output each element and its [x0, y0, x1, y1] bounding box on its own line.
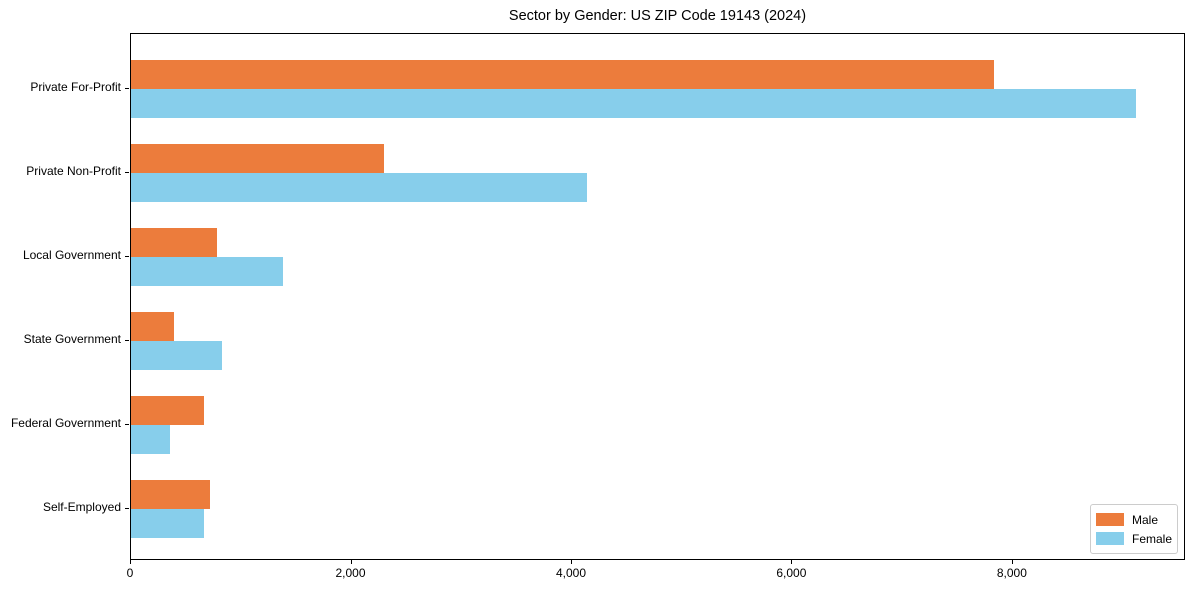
- y-tick-mark: [125, 171, 129, 173]
- x-tick-label: 6,000: [776, 566, 807, 580]
- y-tick-label: Self-Employed: [42, 500, 121, 514]
- legend-label-female: Female: [1132, 531, 1173, 546]
- x-tick-mark: [791, 560, 793, 564]
- bar-female-6: [131, 509, 204, 538]
- x-tick-mark: [350, 560, 352, 564]
- bar-female-1: [131, 88, 1136, 118]
- plot-area: [130, 33, 1185, 560]
- bar-male-1: [131, 59, 995, 89]
- bar-female-3: [131, 256, 284, 286]
- bar-female-4: [131, 340, 222, 370]
- y-tick-label: Private Non-Profit: [26, 163, 121, 178]
- x-tick-mark: [1011, 560, 1013, 564]
- y-tick-mark: [125, 423, 129, 425]
- y-tick-mark: [125, 339, 129, 341]
- x-tick-mark: [571, 560, 572, 564]
- x-tick-label: 4,000: [555, 566, 587, 580]
- y-tick-mark: [125, 87, 129, 89]
- chart-title: Sector by Gender: US ZIP Code 19143 (202…: [508, 8, 807, 24]
- bar-male-3: [131, 227, 217, 257]
- y-tick-mark: [125, 508, 129, 509]
- y-tick-mark: [125, 255, 129, 257]
- y-tick-label: State Government: [23, 331, 121, 346]
- female-swatch: [1096, 532, 1124, 545]
- male-swatch: [1096, 513, 1124, 526]
- x-tick-label: 2,000: [335, 566, 366, 580]
- y-tick-label: Private For-Profit: [30, 79, 121, 94]
- bar-male-4: [131, 311, 174, 341]
- x-tick-label: 0: [126, 566, 134, 580]
- legend-item-female: Female: [1096, 529, 1173, 548]
- bar-female-2: [131, 172, 587, 202]
- x-tick-label: 8,000: [996, 566, 1027, 580]
- bar-female-5: [131, 424, 171, 454]
- bar-male-6: [131, 480, 210, 509]
- legend-label-male: Male: [1132, 512, 1159, 527]
- bar-male-2: [131, 143, 384, 173]
- bar-male-5: [131, 395, 204, 425]
- y-tick-label: Federal Government: [10, 415, 121, 430]
- legend-item-male: Male: [1096, 510, 1171, 529]
- x-tick-mark: [130, 560, 131, 564]
- legend: Male Female: [1090, 504, 1178, 554]
- y-tick-label: Local Government: [22, 247, 121, 262]
